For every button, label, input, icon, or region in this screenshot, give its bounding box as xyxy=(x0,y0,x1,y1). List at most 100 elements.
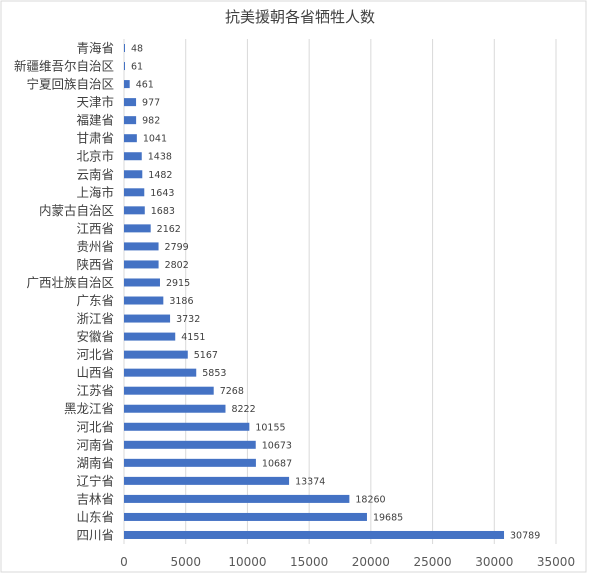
bar xyxy=(124,458,256,467)
data-label: 1041 xyxy=(143,134,167,145)
category-label: 河北省 xyxy=(76,347,114,362)
category-label: 河北省 xyxy=(76,419,114,434)
data-label: 4151 xyxy=(181,332,205,343)
bar xyxy=(124,278,160,287)
data-label: 2162 xyxy=(157,224,181,235)
data-label: 2915 xyxy=(166,278,190,289)
category-label: 青海省 xyxy=(76,41,114,56)
bar xyxy=(124,440,256,449)
category-label: 江苏省 xyxy=(76,383,114,398)
x-tick-label: 5000 xyxy=(170,555,201,569)
value-labels: 48 61 461 977 982 1041 1438 1482 1643 1683 2162 279… xyxy=(131,44,540,542)
data-label: 13374 xyxy=(295,476,325,487)
category-label: 吉林省 xyxy=(76,491,114,506)
bar xyxy=(124,116,137,125)
bar xyxy=(124,80,130,89)
data-label: 2799 xyxy=(165,242,189,253)
category-label: 辽宁省 xyxy=(76,473,114,488)
data-label: 10673 xyxy=(262,440,292,451)
bar xyxy=(124,152,142,161)
category-label: 河南省 xyxy=(76,437,114,452)
bar xyxy=(124,134,137,143)
category-label: 新疆维吾尔自治区 xyxy=(14,59,114,74)
data-label: 8222 xyxy=(231,404,255,415)
category-label: 黑龙江省 xyxy=(64,401,114,416)
data-label: 7268 xyxy=(220,386,244,397)
bar xyxy=(124,206,145,215)
data-label: 1643 xyxy=(150,188,174,199)
data-label: 61 xyxy=(131,62,143,73)
x-tick-label: 35000 xyxy=(537,555,575,569)
x-tick-labels: 0 5000 10000 15000 20000 25000 30000 35000 xyxy=(120,555,575,569)
category-label: 湖南省 xyxy=(76,455,114,470)
bar xyxy=(124,332,176,341)
bar xyxy=(124,242,159,251)
data-label: 3732 xyxy=(176,314,200,325)
data-label: 3186 xyxy=(169,296,193,307)
bar xyxy=(124,494,350,503)
chart-title: 抗美援朝各省牺牲人数 xyxy=(225,8,375,26)
data-label: 1683 xyxy=(151,206,175,217)
category-label: 上海市 xyxy=(76,185,114,200)
bar xyxy=(124,260,159,269)
category-label: 贵州省 xyxy=(76,239,114,254)
x-tick-label: 10000 xyxy=(228,555,266,569)
bar xyxy=(124,386,214,395)
category-label: 山东省 xyxy=(76,509,114,524)
category-label: 江西省 xyxy=(76,221,114,236)
data-label: 10155 xyxy=(255,422,285,433)
data-label: 5167 xyxy=(194,350,218,361)
bars-group xyxy=(124,44,505,539)
bar xyxy=(124,314,171,323)
data-label: 18260 xyxy=(355,494,385,505)
bar xyxy=(124,224,151,233)
category-label: 福建省 xyxy=(76,113,114,128)
bar xyxy=(124,512,367,521)
category-label: 广西壮族自治区 xyxy=(26,275,114,290)
data-label: 2802 xyxy=(165,260,189,271)
x-tick-label: 20000 xyxy=(352,555,390,569)
bar xyxy=(124,404,226,413)
category-label: 天津市 xyxy=(76,95,114,110)
data-label: 5853 xyxy=(202,368,226,379)
category-label: 广东省 xyxy=(76,293,114,308)
data-label: 48 xyxy=(131,44,143,55)
category-label: 安徽省 xyxy=(76,329,114,344)
category-label: 山西省 xyxy=(76,365,114,380)
category-label: 内蒙古自治区 xyxy=(39,203,114,218)
data-label: 982 xyxy=(142,116,160,127)
category-label: 云南省 xyxy=(76,167,114,182)
data-label: 1482 xyxy=(148,170,172,181)
bar xyxy=(124,368,197,377)
bar xyxy=(124,530,505,539)
data-label: 30789 xyxy=(510,530,540,541)
data-label: 19685 xyxy=(373,512,403,523)
x-tick-label: 15000 xyxy=(290,555,328,569)
category-label: 宁夏回族自治区 xyxy=(26,77,114,92)
bar xyxy=(124,98,137,107)
bar xyxy=(124,62,125,71)
category-labels: 青海省新疆维吾尔自治区宁夏回族自治区天津市福建省甘肃省北京市云南省上海市内蒙古自… xyxy=(14,41,114,543)
category-label: 四川省 xyxy=(76,527,114,542)
chart-border xyxy=(0,0,587,573)
bar xyxy=(124,44,125,53)
x-tick-label: 30000 xyxy=(475,555,513,569)
bar xyxy=(124,422,250,431)
bar xyxy=(124,188,145,197)
bar xyxy=(124,296,164,305)
data-label: 461 xyxy=(136,80,154,91)
x-tick-label: 25000 xyxy=(413,555,451,569)
category-label: 陕西省 xyxy=(76,257,114,272)
data-label: 10687 xyxy=(262,458,292,469)
bar xyxy=(124,170,143,179)
bar xyxy=(124,476,290,485)
category-label: 甘肃省 xyxy=(76,131,114,146)
data-label: 977 xyxy=(142,98,160,109)
x-tick-label: 0 xyxy=(120,555,128,569)
data-label: 1438 xyxy=(148,152,172,163)
bar xyxy=(124,350,188,359)
category-label: 北京市 xyxy=(76,149,114,164)
category-label: 浙江省 xyxy=(76,311,114,326)
